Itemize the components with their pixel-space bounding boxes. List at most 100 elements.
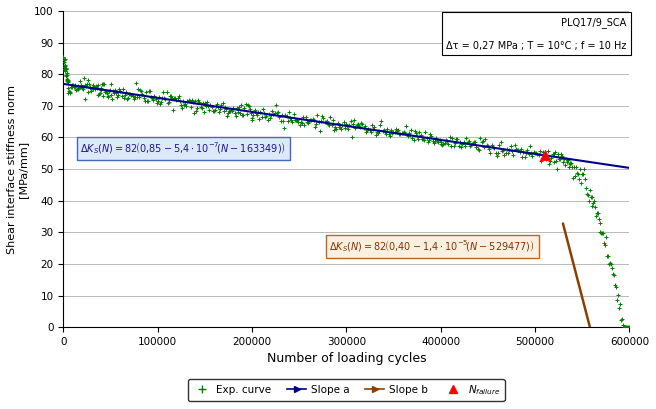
Point: [632, 324, 643, 330]
Point: [196, 104, 207, 111]
Point: [464, 138, 474, 145]
Point: [246, 109, 256, 116]
Point: [442, 137, 453, 144]
Point: [582, 191, 592, 198]
Point: [299, 121, 310, 128]
Point: [381, 130, 392, 137]
Point: [171, 97, 182, 104]
Point: [127, 93, 138, 99]
Point: [383, 130, 394, 137]
Point: [91, 83, 102, 90]
Point: [425, 131, 436, 137]
Point: [80, 82, 91, 88]
Point: [594, 219, 605, 226]
Point: [87, 85, 98, 92]
Point: [166, 92, 176, 99]
Point: [426, 133, 436, 139]
Point: [188, 99, 198, 105]
Point: [432, 138, 443, 144]
Point: [106, 92, 116, 98]
Point: [493, 149, 503, 156]
Point: [72, 83, 83, 89]
Point: [124, 90, 134, 97]
Point: [285, 115, 295, 121]
Point: [319, 119, 330, 126]
Point: [523, 151, 534, 157]
Point: [374, 128, 384, 135]
Point: [243, 102, 254, 109]
Point: [558, 159, 568, 166]
Point: [60, 65, 71, 72]
Point: [628, 324, 638, 330]
Point: [485, 149, 496, 156]
Point: [606, 260, 617, 267]
Point: [93, 82, 104, 88]
Point: [484, 146, 495, 152]
Point: [436, 139, 446, 145]
Point: [552, 151, 563, 157]
Point: [597, 229, 607, 236]
Point: [362, 126, 373, 133]
Point: [215, 106, 226, 112]
Point: [281, 112, 292, 119]
Point: [62, 78, 73, 84]
Point: [98, 93, 108, 99]
Point: [550, 148, 560, 155]
Point: [73, 85, 84, 92]
Point: [60, 66, 70, 73]
Point: [578, 171, 588, 178]
Point: [367, 121, 377, 128]
Point: [320, 119, 331, 125]
Point: [163, 99, 174, 106]
Point: [96, 81, 107, 88]
Point: [541, 156, 552, 162]
Point: [202, 99, 213, 106]
Point: [472, 145, 483, 152]
Point: [455, 139, 465, 146]
Point: [76, 82, 87, 89]
Point: [608, 271, 619, 278]
Point: [634, 324, 644, 330]
Point: [412, 132, 422, 139]
Point: [487, 144, 498, 151]
Point: [544, 160, 554, 167]
Point: [173, 92, 184, 99]
Point: [371, 129, 382, 136]
Point: [437, 142, 447, 149]
Point: [266, 112, 276, 119]
Point: [189, 110, 199, 116]
Point: [615, 301, 625, 307]
Point: [647, 324, 656, 330]
Point: [575, 166, 585, 172]
Point: [623, 324, 633, 330]
Point: [546, 155, 557, 161]
Point: [314, 119, 324, 126]
Point: [525, 143, 535, 150]
Point: [483, 143, 493, 149]
Point: [445, 134, 455, 140]
Point: [230, 112, 241, 119]
Point: [204, 106, 215, 113]
Point: [163, 100, 173, 107]
Point: [99, 81, 110, 87]
Point: [126, 92, 136, 98]
Point: [295, 122, 305, 129]
Point: [562, 159, 572, 166]
Point: [548, 151, 558, 157]
Point: [261, 113, 272, 119]
Point: [209, 107, 220, 113]
Point: [179, 101, 190, 108]
Point: [467, 140, 478, 147]
Point: [402, 132, 413, 139]
X-axis label: Number of loading cycles: Number of loading cycles: [266, 353, 426, 366]
Point: [579, 166, 589, 172]
Point: [543, 148, 553, 154]
Point: [461, 135, 472, 142]
Point: [518, 149, 529, 155]
Point: [502, 145, 512, 152]
Point: [584, 187, 595, 193]
Point: [62, 76, 72, 83]
Point: [83, 89, 93, 95]
Point: [150, 93, 160, 99]
Point: [359, 123, 370, 129]
